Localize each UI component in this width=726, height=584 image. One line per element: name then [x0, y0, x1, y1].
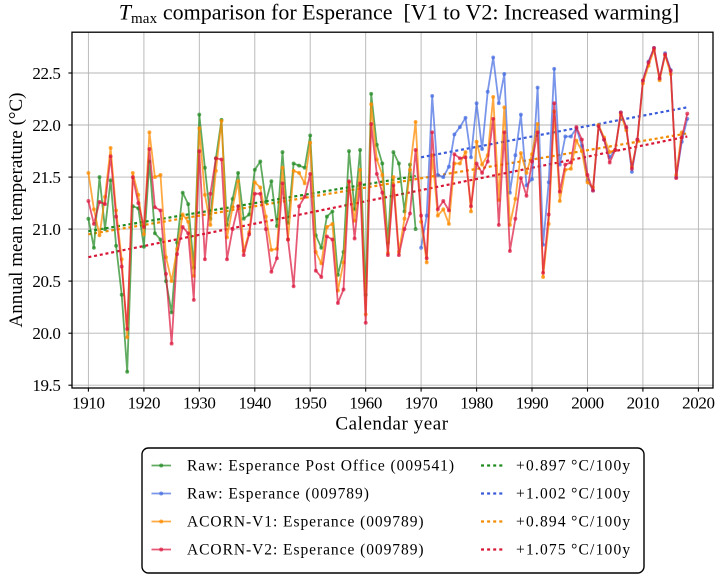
svg-text:19.5: 19.5 [32, 376, 60, 395]
svg-text:1970: 1970 [405, 394, 438, 413]
svg-text:22.5: 22.5 [32, 64, 60, 83]
svg-text:21.0: 21.0 [32, 220, 60, 239]
svg-text:1930: 1930 [183, 394, 216, 413]
svg-text:ACORN-V1: Esperance (009789): ACORN-V1: Esperance (009789) [187, 514, 425, 531]
svg-text:Raw: Esperance (009789): Raw: Esperance (009789) [187, 486, 370, 503]
svg-text:1990: 1990 [516, 394, 549, 413]
svg-text:22.0: 22.0 [32, 116, 60, 135]
svg-text:1940: 1940 [238, 394, 271, 413]
svg-text:ACORN-V2: Esperance (009789): ACORN-V2: Esperance (009789) [187, 542, 425, 559]
svg-text:20.5: 20.5 [32, 272, 60, 291]
svg-text:1950: 1950 [294, 394, 327, 413]
svg-text:+1.075 °C/100y: +1.075 °C/100y [516, 542, 631, 559]
svg-text:2010: 2010 [627, 394, 660, 413]
svg-text:Raw: Esperance Post Office (00: Raw: Esperance Post Office (009541) [187, 458, 455, 475]
svg-text:20.0: 20.0 [32, 324, 60, 343]
svg-text:21.5: 21.5 [32, 168, 60, 187]
svg-text:+0.897 °C/100y: +0.897 °C/100y [516, 458, 631, 475]
svg-text:+1.002 °C/100y: +1.002 °C/100y [516, 486, 631, 503]
svg-text:Annual mean temperature (°C): Annual mean temperature (°C) [6, 93, 27, 328]
svg-text:1980: 1980 [460, 394, 493, 413]
svg-text:Tmax comparison for Esperance: Tmax comparison for Esperance [V1 to V2:… [119, 0, 680, 27]
svg-text:+0.894 °C/100y: +0.894 °C/100y [516, 514, 631, 531]
svg-text:1910: 1910 [72, 394, 105, 413]
svg-text:Calendar year: Calendar year [335, 414, 448, 435]
svg-text:1960: 1960 [349, 394, 382, 413]
svg-text:2000: 2000 [571, 394, 604, 413]
svg-text:2020: 2020 [682, 394, 715, 413]
svg-text:1920: 1920 [128, 394, 161, 413]
